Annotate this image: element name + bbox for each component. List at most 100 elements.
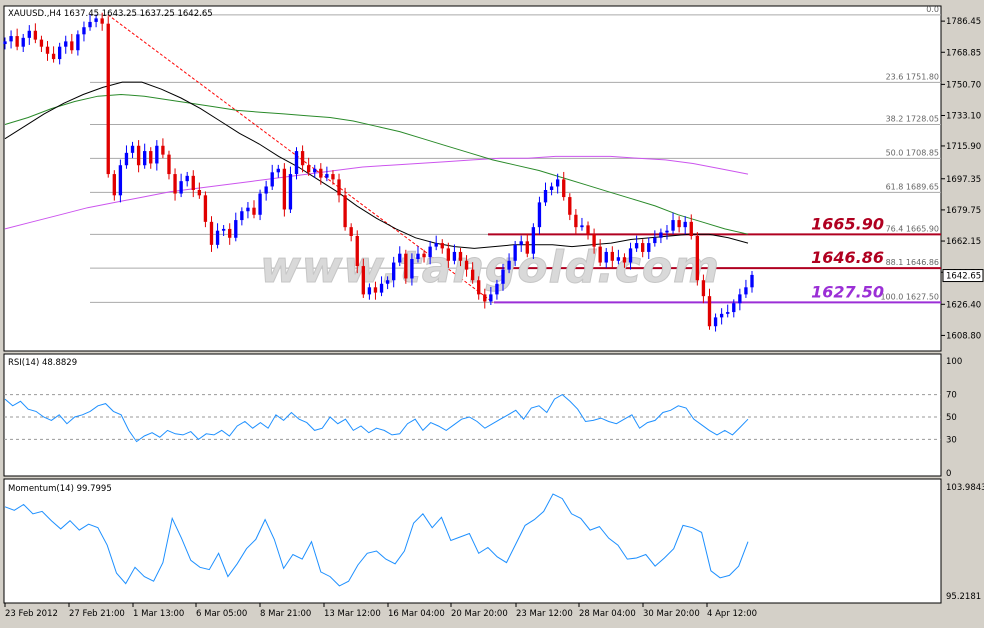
candle-body xyxy=(726,312,730,314)
candle-body xyxy=(57,46,62,60)
candle-body xyxy=(136,145,141,166)
candle-body xyxy=(677,220,681,228)
candle-body xyxy=(568,197,572,215)
candle-body xyxy=(112,174,116,196)
candle-body xyxy=(507,260,511,270)
candle-body xyxy=(470,269,475,281)
candle-body xyxy=(130,145,135,153)
candle-body xyxy=(440,243,444,249)
time-tick-label: 8 Mar 21:00 xyxy=(260,609,311,619)
candle-body xyxy=(276,168,280,173)
candle-body xyxy=(197,190,202,196)
candle-body xyxy=(270,172,274,187)
candle-body xyxy=(9,36,13,42)
candle-body xyxy=(592,234,596,247)
price-tick-label: 1626.40 xyxy=(946,300,981,310)
time-tick-label: 20 Mar 20:00 xyxy=(451,609,508,619)
candle-body xyxy=(282,168,287,210)
candle-body xyxy=(416,253,420,259)
candle-body xyxy=(501,269,505,284)
candle-body xyxy=(167,154,171,175)
candle-body xyxy=(422,253,426,258)
time-tick-label: 30 Mar 20:00 xyxy=(643,609,700,619)
candle-body xyxy=(683,221,687,228)
candle-body xyxy=(659,232,663,238)
key-level-label: 1627.50 xyxy=(811,282,884,301)
candle-body xyxy=(750,274,754,288)
candle-body xyxy=(313,168,317,173)
time-tick-label: 6 Mar 05:00 xyxy=(196,609,247,619)
candle-body xyxy=(106,23,110,175)
candle-body xyxy=(252,207,256,215)
candle-body xyxy=(489,294,493,302)
candle-body xyxy=(343,195,347,228)
rsi-tick-label: 70 xyxy=(946,391,957,401)
candle-body xyxy=(483,294,487,302)
candle-body xyxy=(306,165,311,173)
candle-body xyxy=(215,230,220,245)
candle-body xyxy=(458,251,463,261)
candle-body xyxy=(100,18,104,24)
price-tick-label: 1697.35 xyxy=(946,175,981,185)
time-tick-label: 23 Feb 2012 xyxy=(5,609,58,619)
candle-body xyxy=(464,260,469,270)
ma-black-line xyxy=(4,81,749,249)
candle-body xyxy=(434,243,438,247)
candle-body xyxy=(653,237,657,244)
candle-body xyxy=(203,195,208,222)
price-tick-label: 1715.90 xyxy=(946,142,981,152)
candle-body xyxy=(513,244,517,261)
price-tick-label: 1750.70 xyxy=(946,80,981,90)
candle-body xyxy=(337,179,341,196)
ma-purple-line xyxy=(4,155,749,230)
price-tick-label: 1786.45 xyxy=(946,17,981,27)
candle-body xyxy=(665,230,669,233)
candle-body xyxy=(51,53,56,60)
candle-body xyxy=(124,152,129,166)
time-tick-label: 16 Mar 04:00 xyxy=(388,609,445,619)
candle-body xyxy=(373,287,378,293)
candle-body xyxy=(191,175,195,190)
candle-body xyxy=(185,175,189,182)
time-tick-label: 23 Mar 12:00 xyxy=(516,609,573,619)
candle-body xyxy=(744,287,748,295)
candle-body xyxy=(118,165,123,196)
fib-label: 38.2 1728.05 xyxy=(886,114,939,123)
candle-body xyxy=(562,179,566,198)
candle-body xyxy=(3,41,7,45)
candle-body xyxy=(713,317,718,327)
candle-body xyxy=(94,18,98,22)
candle-body xyxy=(495,283,499,295)
candle-body xyxy=(82,27,86,35)
candle-body xyxy=(88,21,92,28)
candle-body xyxy=(288,174,293,210)
candle-body xyxy=(221,228,226,231)
price-tick-label: 1733.10 xyxy=(946,112,981,122)
candle-body xyxy=(477,280,481,295)
candle-body xyxy=(537,202,542,228)
price-tick-label: 1679.75 xyxy=(946,206,981,216)
candle-body xyxy=(70,41,74,51)
time-tick-label: 27 Feb 21:00 xyxy=(69,609,125,619)
momentum-tick-label: 103.9843 xyxy=(946,483,984,493)
candle-body xyxy=(628,248,633,263)
candle-body xyxy=(738,294,742,304)
ma-green-line xyxy=(4,93,749,235)
time-tick-label: 1 Mar 13:00 xyxy=(133,609,184,619)
candle-body xyxy=(349,227,353,236)
candle-body xyxy=(173,174,177,194)
candle-body xyxy=(604,251,608,263)
candle-body xyxy=(446,248,451,261)
rsi-tick-label: 30 xyxy=(946,435,957,445)
candle-body xyxy=(385,280,390,284)
fib-label: 76.4 1665.90 xyxy=(886,224,939,233)
candle-body xyxy=(452,251,457,261)
candle-body xyxy=(580,225,584,228)
candle-body xyxy=(33,30,38,40)
candle-body xyxy=(707,296,712,327)
rsi-tick-label: 0 xyxy=(946,469,951,479)
rsi-tick-label: 50 xyxy=(946,413,957,423)
candle-body xyxy=(76,34,80,51)
candle-body xyxy=(319,168,323,178)
candle-body xyxy=(325,174,329,178)
